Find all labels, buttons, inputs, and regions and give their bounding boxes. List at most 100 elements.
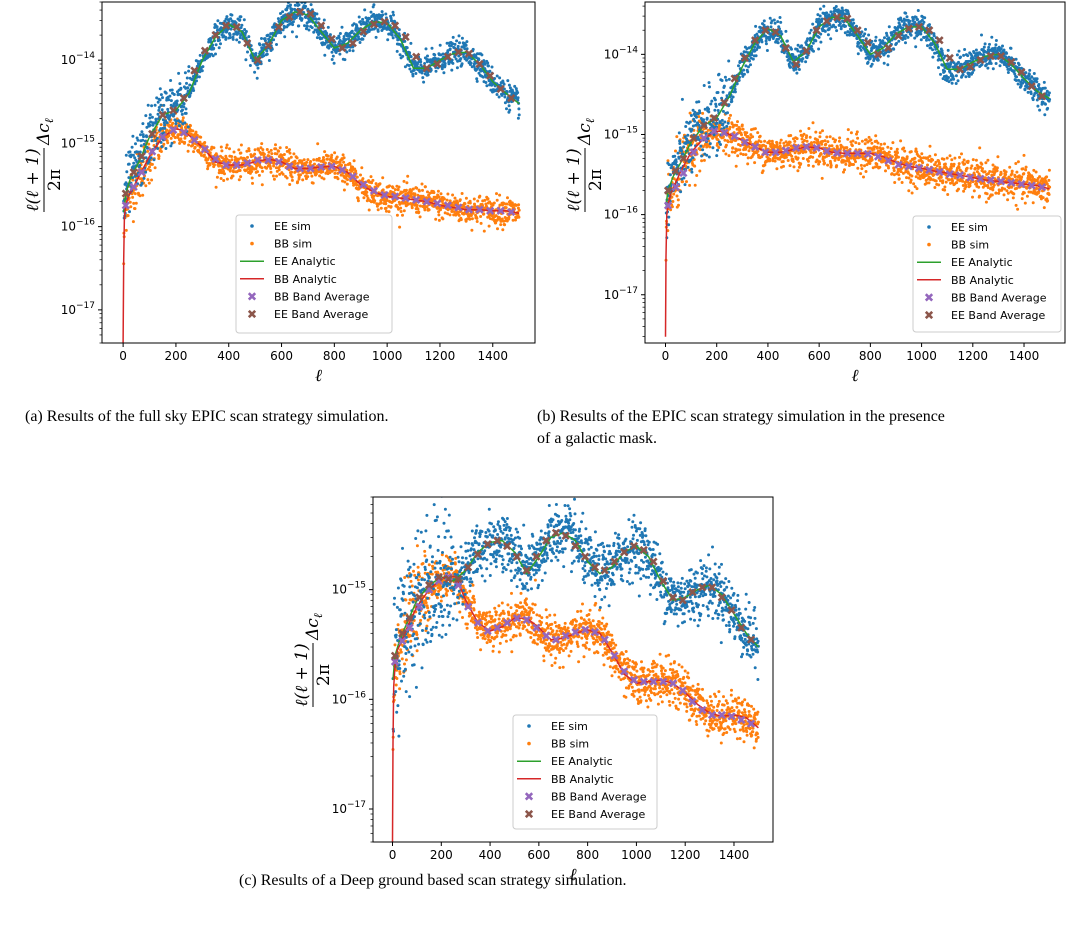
bb-sim-point — [323, 150, 327, 154]
ee-sim-point — [690, 170, 694, 174]
bb-sim-point — [1011, 196, 1015, 200]
ee-sim-point — [130, 145, 134, 149]
bb-sim-point — [763, 139, 767, 143]
bb-sim-point — [265, 148, 269, 151]
bb-sim-point — [157, 157, 161, 160]
bb-sim-point — [259, 146, 263, 150]
ee-sim-point — [187, 69, 191, 73]
ee-sim-point — [283, 35, 287, 39]
bb-sim-point — [927, 181, 931, 185]
ee-sim-point — [707, 107, 710, 111]
ee-sim-point — [145, 135, 149, 139]
bb-sim-point — [958, 155, 961, 159]
bb-sim-point — [782, 141, 786, 145]
bb-sim-point — [818, 131, 822, 135]
bb-sim-point — [198, 140, 202, 144]
bb-sim-point — [927, 158, 931, 162]
ee-sim-point — [242, 18, 246, 22]
ee-sim-point — [167, 117, 171, 121]
bb-sim-point — [865, 163, 869, 167]
ee-sim-point — [170, 88, 174, 92]
bb-sim-point — [873, 145, 876, 149]
ee-sim-point — [403, 65, 407, 69]
bb-sim-point — [378, 182, 382, 186]
bb-sim-point — [953, 156, 957, 160]
bb-sim-point — [463, 202, 467, 206]
bb-sim-point — [417, 189, 421, 193]
ee-sim-point — [310, 26, 314, 30]
bb-sim-point — [1032, 168, 1036, 172]
ee-sim-point — [166, 107, 170, 111]
bb-sim-point — [453, 210, 456, 214]
bb-sim-point — [729, 113, 732, 117]
bb-band-average-marker — [401, 194, 410, 203]
bb-sim-point — [876, 141, 880, 145]
bb-sim-point — [852, 163, 855, 166]
ee-sim-point — [350, 29, 354, 33]
bb-sim-point — [1000, 186, 1004, 190]
bb-sim-point — [928, 144, 932, 148]
bb-sim-point — [166, 141, 170, 145]
ee-sim-point — [450, 68, 454, 72]
ee-sim-point — [712, 133, 716, 137]
bb-sim-point — [883, 142, 886, 146]
bb-sim-point — [517, 215, 521, 219]
ee-sim-point — [709, 102, 713, 106]
figure-caption: (a) Results of the full sky EPIC scan st… — [25, 408, 389, 425]
ee-sim-point — [453, 46, 456, 50]
bb-sim-point — [186, 149, 190, 153]
ee-sim-point — [455, 39, 459, 43]
bb-sim-point — [367, 208, 371, 212]
bb-sim-point — [786, 159, 790, 162]
ee-sim-point — [447, 62, 451, 66]
ee-sim-point — [342, 35, 346, 38]
ee-sim-point — [315, 12, 319, 16]
y-tick-label: 10−15 — [61, 134, 95, 150]
ee-sim-point — [132, 161, 136, 165]
bb-sim-point — [746, 156, 750, 160]
bb-sim-point — [1008, 165, 1012, 169]
bb-sim-point — [939, 175, 943, 179]
bb-sim-point — [989, 182, 993, 186]
bb-sim-point — [697, 115, 701, 119]
ee-sim-point — [267, 59, 271, 62]
bb-sim-point — [753, 161, 757, 165]
ee-sim-point — [154, 139, 158, 142]
bb-sim-point — [355, 183, 359, 187]
bb-sim-point — [946, 193, 950, 196]
bb-sim-point — [277, 149, 281, 153]
bb-sim-point — [448, 213, 452, 217]
ee-sim-point — [162, 103, 166, 107]
bb-sim-point — [921, 161, 925, 165]
bb-sim-point — [717, 146, 721, 149]
bb-sim-point — [478, 194, 482, 198]
bb-sim-point — [348, 162, 352, 166]
bb-sim-point — [751, 135, 755, 139]
bb-sim-point — [173, 136, 177, 140]
ee-sim-point — [144, 114, 148, 118]
bb-sim-point — [498, 193, 502, 197]
bb-sim-point — [909, 178, 913, 182]
ee-sim-point — [185, 76, 189, 80]
bb-sim-point — [831, 137, 835, 141]
ee-sim-point — [233, 32, 236, 36]
ee-sim-point — [142, 142, 146, 146]
ee-sim-point — [155, 136, 159, 140]
ee-band-average-marker — [243, 39, 252, 48]
bb-sim-point — [768, 157, 772, 161]
bb-sim-point — [808, 135, 812, 139]
bb-sim-point — [416, 207, 420, 211]
bb-sim-point — [494, 221, 498, 225]
ee-sim-point — [421, 76, 425, 80]
bb-sim-point — [1038, 175, 1042, 179]
bb-sim-point — [345, 182, 349, 186]
bb-sim-point — [934, 160, 938, 164]
bb-sim-point — [773, 159, 777, 163]
bb-sim-point — [893, 181, 897, 184]
bb-sim-point — [727, 116, 731, 120]
bb-sim-point — [675, 194, 679, 198]
bb-sim-point — [140, 179, 144, 183]
bb-sim-point — [788, 140, 792, 144]
bb-sim-point — [875, 146, 879, 150]
ee-sim-point — [150, 104, 154, 108]
